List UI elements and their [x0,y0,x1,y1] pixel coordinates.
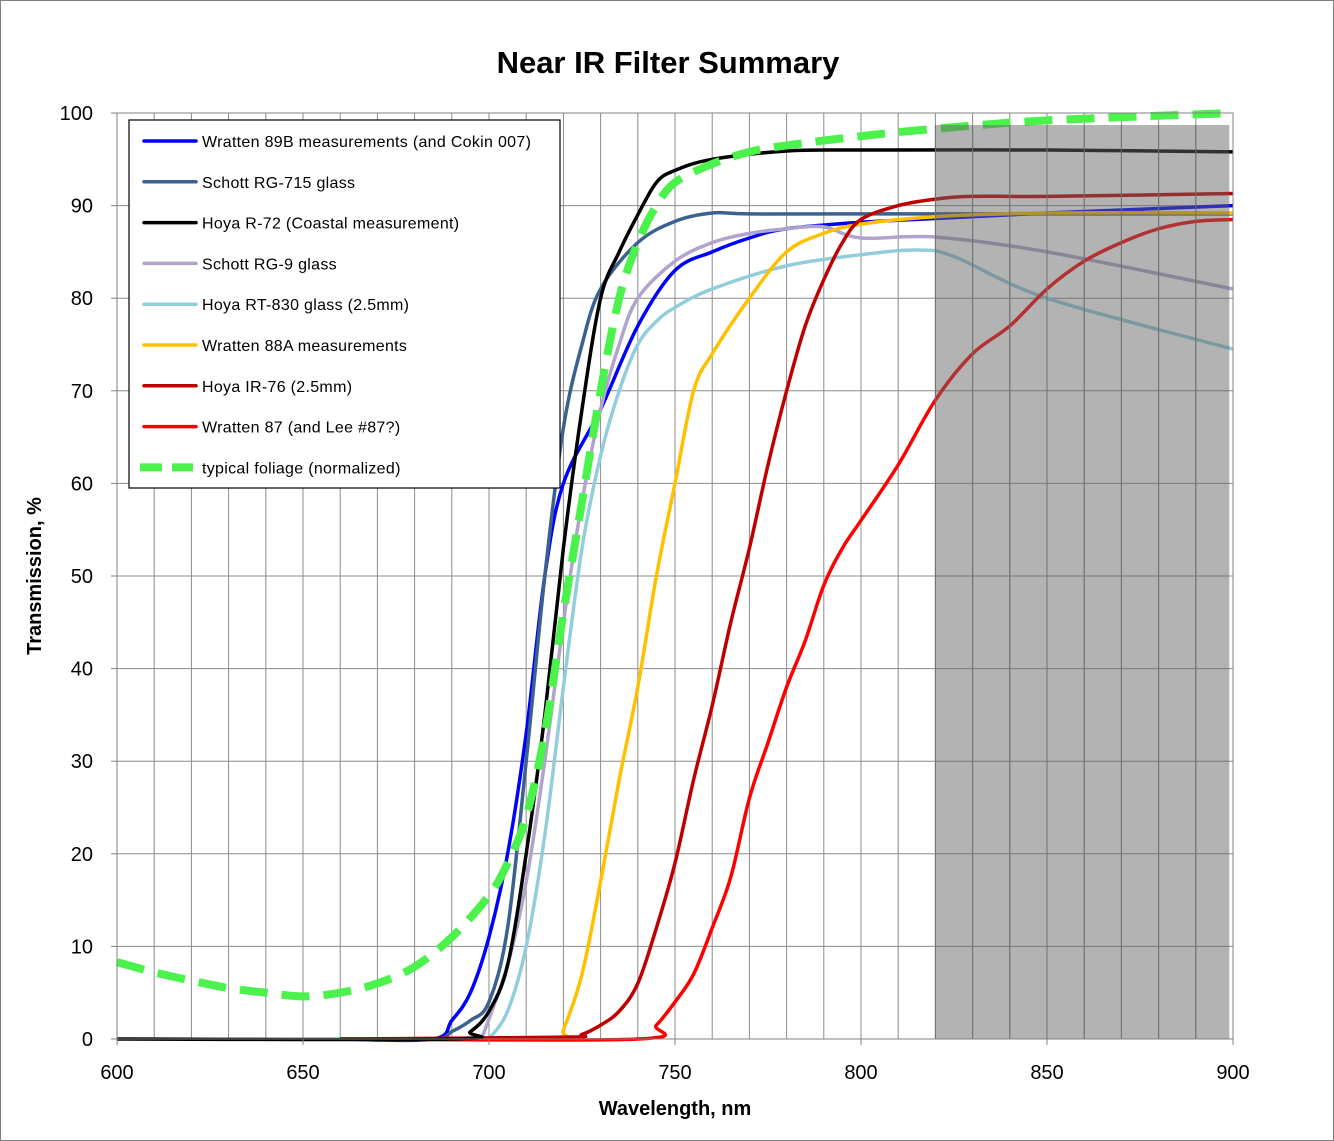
legend-label: typical foliage (normalized) [202,460,401,477]
legend-label: Schott RG-715 glass [202,175,355,192]
legend-label: Schott RG-9 glass [202,256,337,273]
legend-label: Wratten 87 (and Lee #87?) [202,420,400,437]
legend-label: Hoya RT-830 glass (2.5mm) [202,297,409,314]
x-tick-label: 600 [100,1062,133,1084]
x-axis-label: Wavelength, nm [599,1098,752,1120]
y-tick-label: 20 [71,844,93,866]
shaded-region [935,125,1230,1039]
x-tick-label: 900 [1216,1062,1249,1084]
series-line-hoya-r-72-coastal-measurement [116,148,1234,1042]
chart-title: Near IR Filter Summary [497,45,841,80]
legend-label: Hoya R-72 (Coastal measurement) [202,216,459,233]
x-tick-label: 700 [472,1062,505,1084]
series-line-wratten-88a-measurements [340,210,1234,1042]
y-tick-label: 50 [71,566,93,588]
series-line-schott-rg-715-glass [340,210,1233,1042]
y-tick-label: 80 [71,288,93,310]
legend-label: Hoya IR-76 (2.5mm) [202,379,352,396]
legend: Wratten 89B measurements (and Cokin 007)… [128,119,561,489]
y-axis-label: Transmission, % [24,497,46,655]
series-line-schott-rg-9-glass [479,224,1234,1040]
shaded-region-group [934,125,1230,1039]
x-tick-label: 650 [286,1062,319,1084]
legend-box [128,119,561,489]
y-tick-label: 0 [82,1029,93,1051]
x-tick-label: 750 [658,1062,691,1084]
series-line-hoya-ir-76-2-5mm [340,191,1234,1041]
x-tick-label: 850 [1030,1062,1063,1084]
series-line-typical-foliage-normalized [115,109,1234,1001]
y-tick-label: 60 [71,473,93,495]
y-tick-label: 70 [71,381,93,403]
legend-label: Wratten 88A measurements [202,338,407,355]
y-tick-label: 30 [71,751,93,773]
y-tick-label: 90 [71,196,93,218]
y-tick-label: 10 [71,936,93,958]
x-axis-ticks: 600 650 700 750 800 850 900 [100,1039,1250,1084]
legend-label: Wratten 89B measurements (and Cokin 007) [202,134,531,151]
y-axis-ticks: 0 10 20 30 40 50 60 70 80 90 100 [60,103,117,1051]
x-tick-label: 800 [844,1062,877,1084]
y-tick-label: 100 [60,103,93,125]
series-line-hoya-rt-830-glass-2-5mm [487,248,1234,1041]
y-tick-label: 40 [71,659,93,681]
